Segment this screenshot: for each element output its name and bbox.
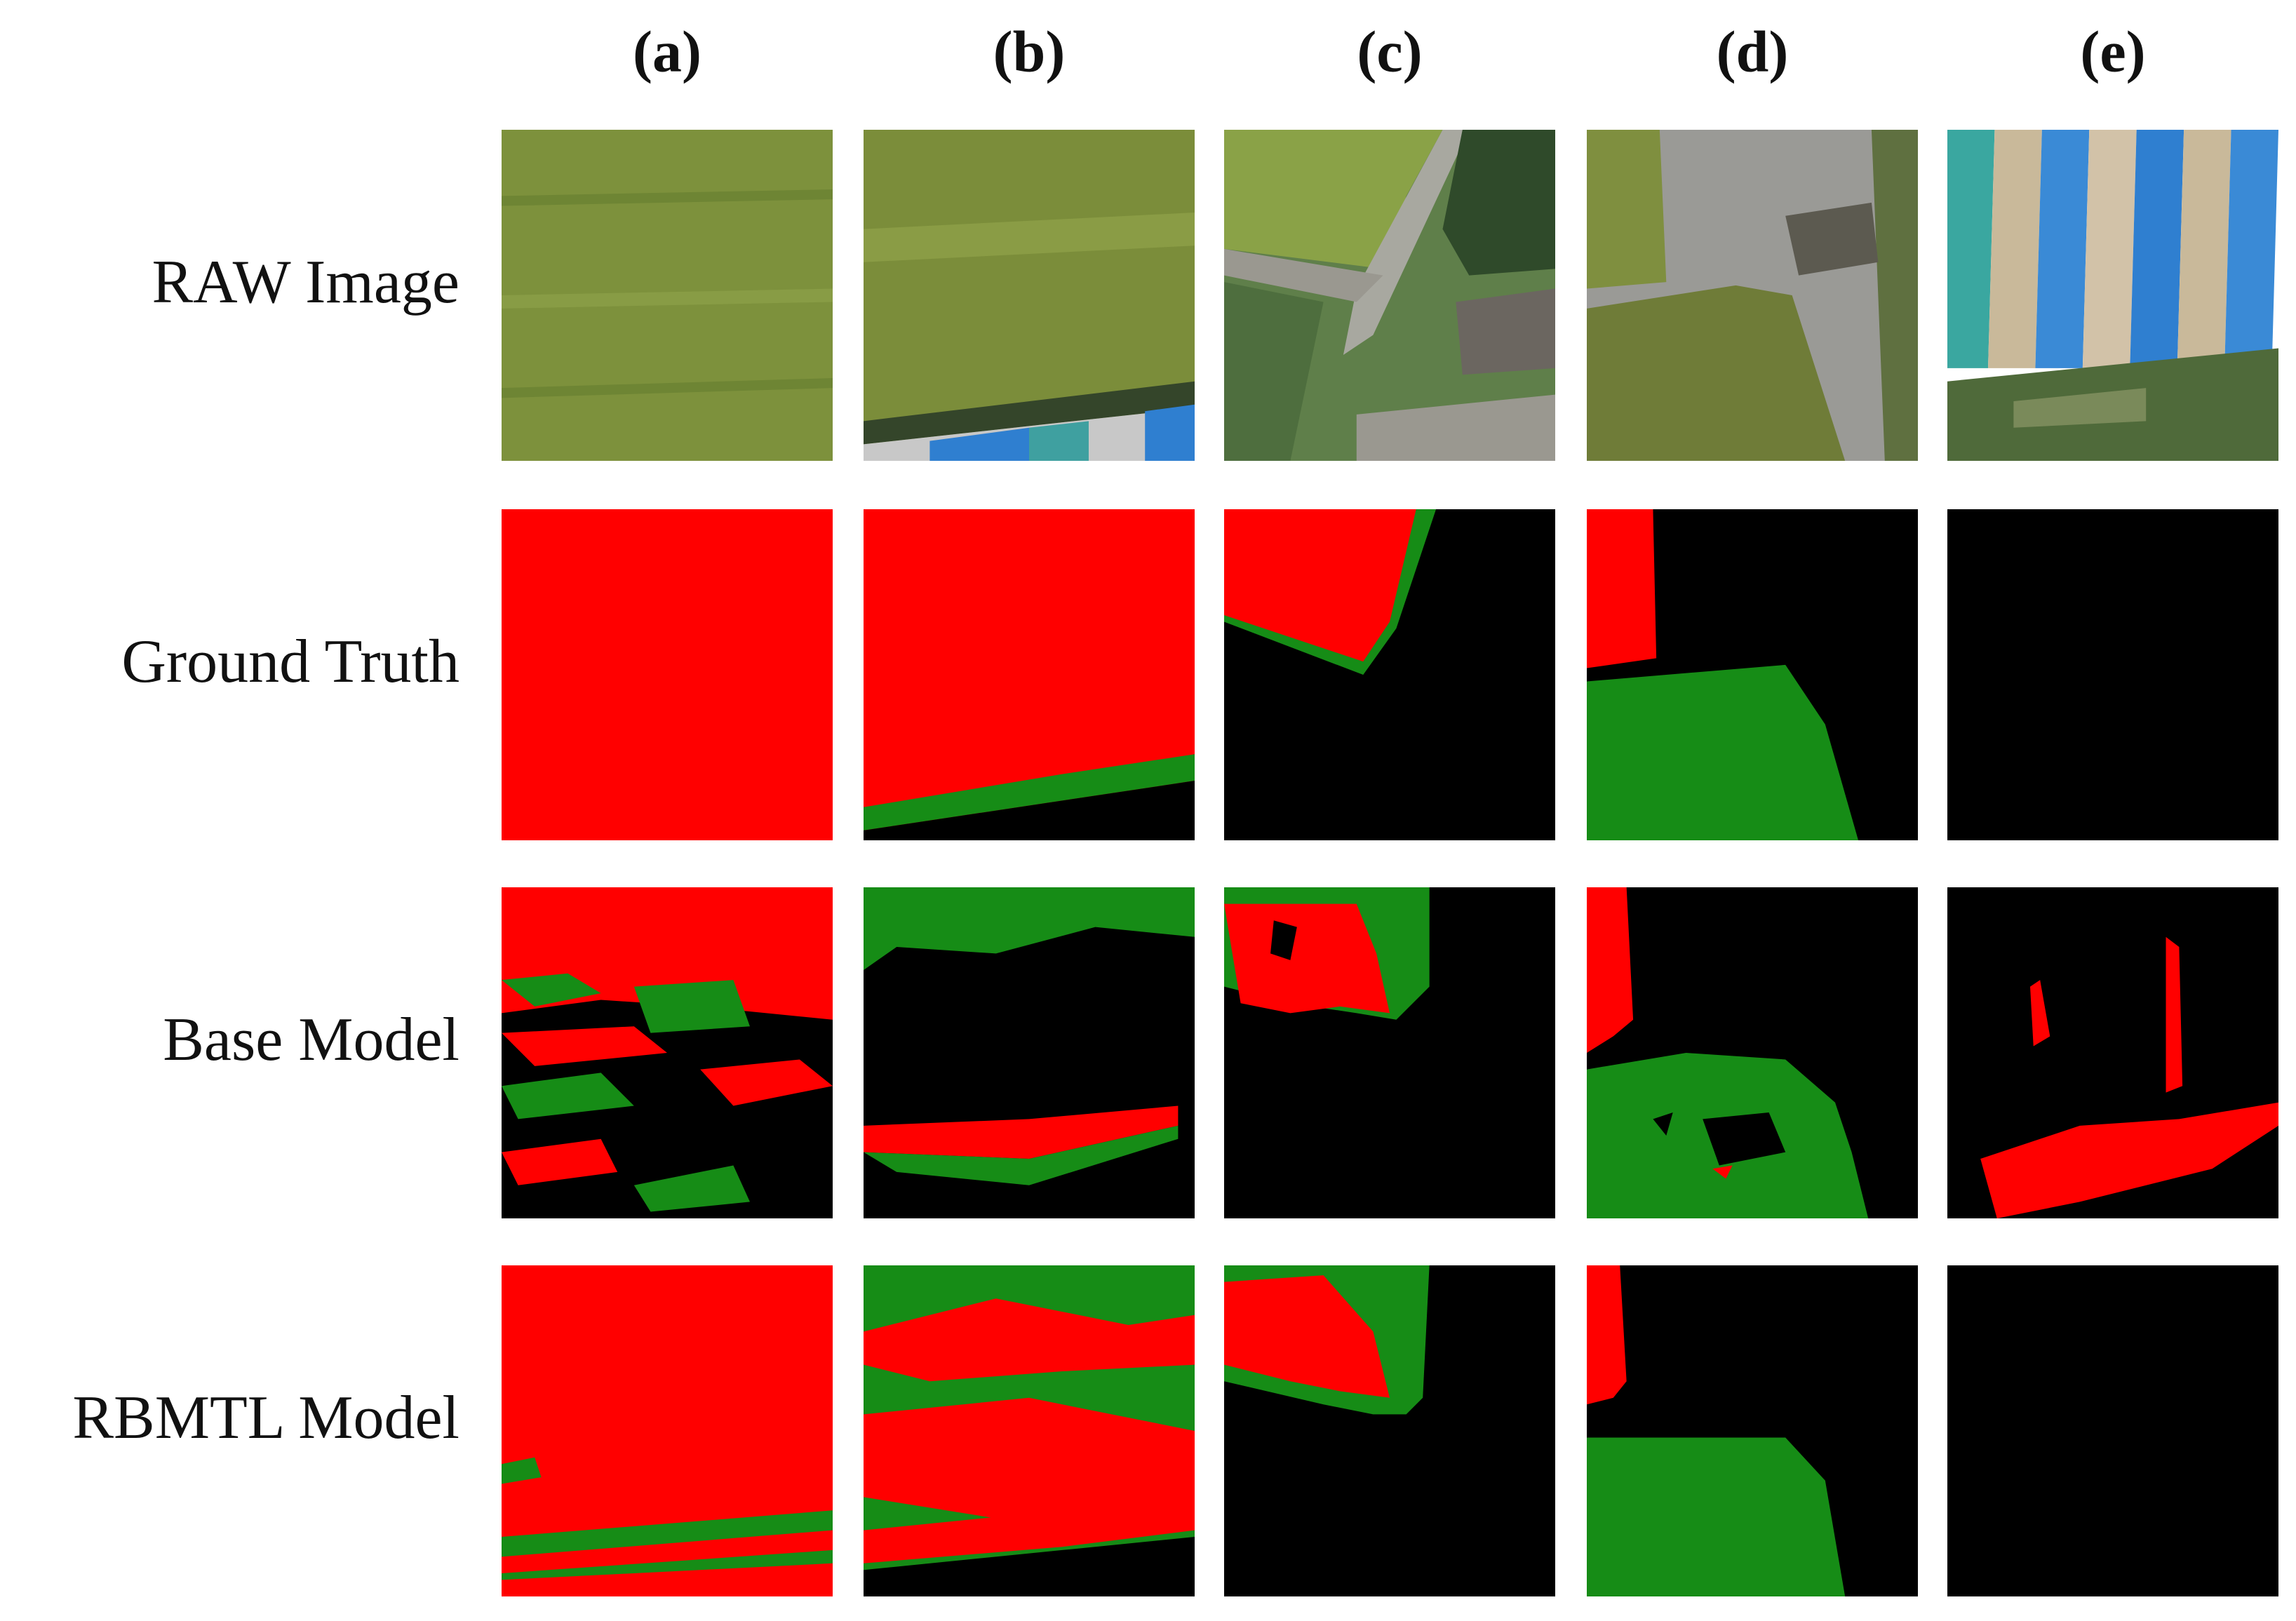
image-panel xyxy=(864,1265,1195,1596)
row-label: RAW Image xyxy=(152,248,459,316)
region xyxy=(1785,202,1879,276)
image-panel xyxy=(864,130,1195,461)
region xyxy=(864,1537,1195,1596)
region xyxy=(1653,1112,1673,1136)
region xyxy=(1442,130,1555,276)
image-panel xyxy=(502,887,833,1218)
image-panel xyxy=(1224,509,1555,840)
region xyxy=(1587,509,1657,668)
region xyxy=(1871,130,1918,461)
region xyxy=(864,1105,1179,1159)
region xyxy=(1224,509,1416,662)
column-label: (d) xyxy=(1717,19,1789,84)
region xyxy=(1587,664,1859,840)
region xyxy=(864,781,1195,840)
region xyxy=(1703,1112,1786,1166)
column-label: (b) xyxy=(993,19,1066,84)
region xyxy=(1224,248,1383,302)
region xyxy=(1587,887,1634,1053)
image-panel xyxy=(1224,1265,1555,1596)
region xyxy=(502,1530,833,1573)
column-label: (a) xyxy=(633,19,701,84)
row-label: Base Model xyxy=(163,1006,459,1074)
image-panel xyxy=(1224,887,1555,1218)
region xyxy=(1343,130,1470,355)
region xyxy=(2082,130,2137,368)
region xyxy=(633,1165,750,1212)
region xyxy=(1145,404,1195,461)
region xyxy=(864,1397,1195,1524)
region xyxy=(1224,1275,1390,1398)
region xyxy=(864,1125,1179,1185)
region xyxy=(864,1497,1195,1563)
region xyxy=(1356,394,1555,461)
column-label: (e) xyxy=(2080,19,2145,84)
row-label: Ground Truth xyxy=(121,628,459,696)
region xyxy=(864,130,1195,461)
region xyxy=(1029,421,1089,461)
image-panel xyxy=(1587,130,1918,461)
region xyxy=(2224,130,2278,368)
region xyxy=(1587,285,1846,461)
image-panel xyxy=(502,509,833,840)
region xyxy=(2030,980,2050,1047)
image-panel xyxy=(1224,130,1555,461)
region xyxy=(1947,130,1995,368)
region xyxy=(1270,920,1297,960)
image-panel xyxy=(1947,509,2278,840)
image-panel xyxy=(1587,1265,1918,1596)
region xyxy=(1987,130,2042,368)
region xyxy=(864,887,1195,970)
region xyxy=(502,973,601,1007)
region xyxy=(1980,1102,2278,1218)
region xyxy=(864,381,1195,445)
region xyxy=(700,1059,833,1106)
image-panel xyxy=(1587,509,1918,840)
column-label: (c) xyxy=(1357,19,1422,84)
region xyxy=(633,980,750,1033)
region xyxy=(502,509,833,840)
region xyxy=(2130,130,2184,368)
region xyxy=(1587,1265,1627,1405)
region xyxy=(502,1072,634,1119)
region xyxy=(1587,1437,1846,1596)
region xyxy=(1947,509,2278,840)
region xyxy=(502,1138,618,1185)
region xyxy=(1224,903,1390,1014)
region xyxy=(1587,130,1667,289)
image-panel xyxy=(864,509,1195,840)
region xyxy=(1456,288,1555,375)
row-label: RBMTL Model xyxy=(72,1384,459,1452)
region xyxy=(2035,130,2090,368)
image-panel xyxy=(1587,887,1918,1218)
region xyxy=(864,1298,1195,1382)
image-panel xyxy=(1947,130,2278,461)
image-panel xyxy=(864,887,1195,1218)
region xyxy=(2166,936,2183,1093)
region xyxy=(864,509,1195,840)
region xyxy=(502,1265,833,1596)
image-panel xyxy=(1947,887,2278,1218)
region xyxy=(502,1026,667,1066)
image-panel xyxy=(502,130,833,461)
region xyxy=(502,378,833,398)
region xyxy=(2177,130,2231,368)
region xyxy=(502,1457,542,1484)
region xyxy=(502,189,833,206)
image-panel xyxy=(502,1265,833,1596)
region xyxy=(864,754,1195,830)
region xyxy=(2013,388,2147,428)
region xyxy=(1224,282,1324,461)
region xyxy=(502,288,833,309)
image-panel xyxy=(1947,1265,2278,1596)
region xyxy=(929,427,1029,461)
region xyxy=(864,213,1195,262)
region xyxy=(1947,1265,2278,1596)
